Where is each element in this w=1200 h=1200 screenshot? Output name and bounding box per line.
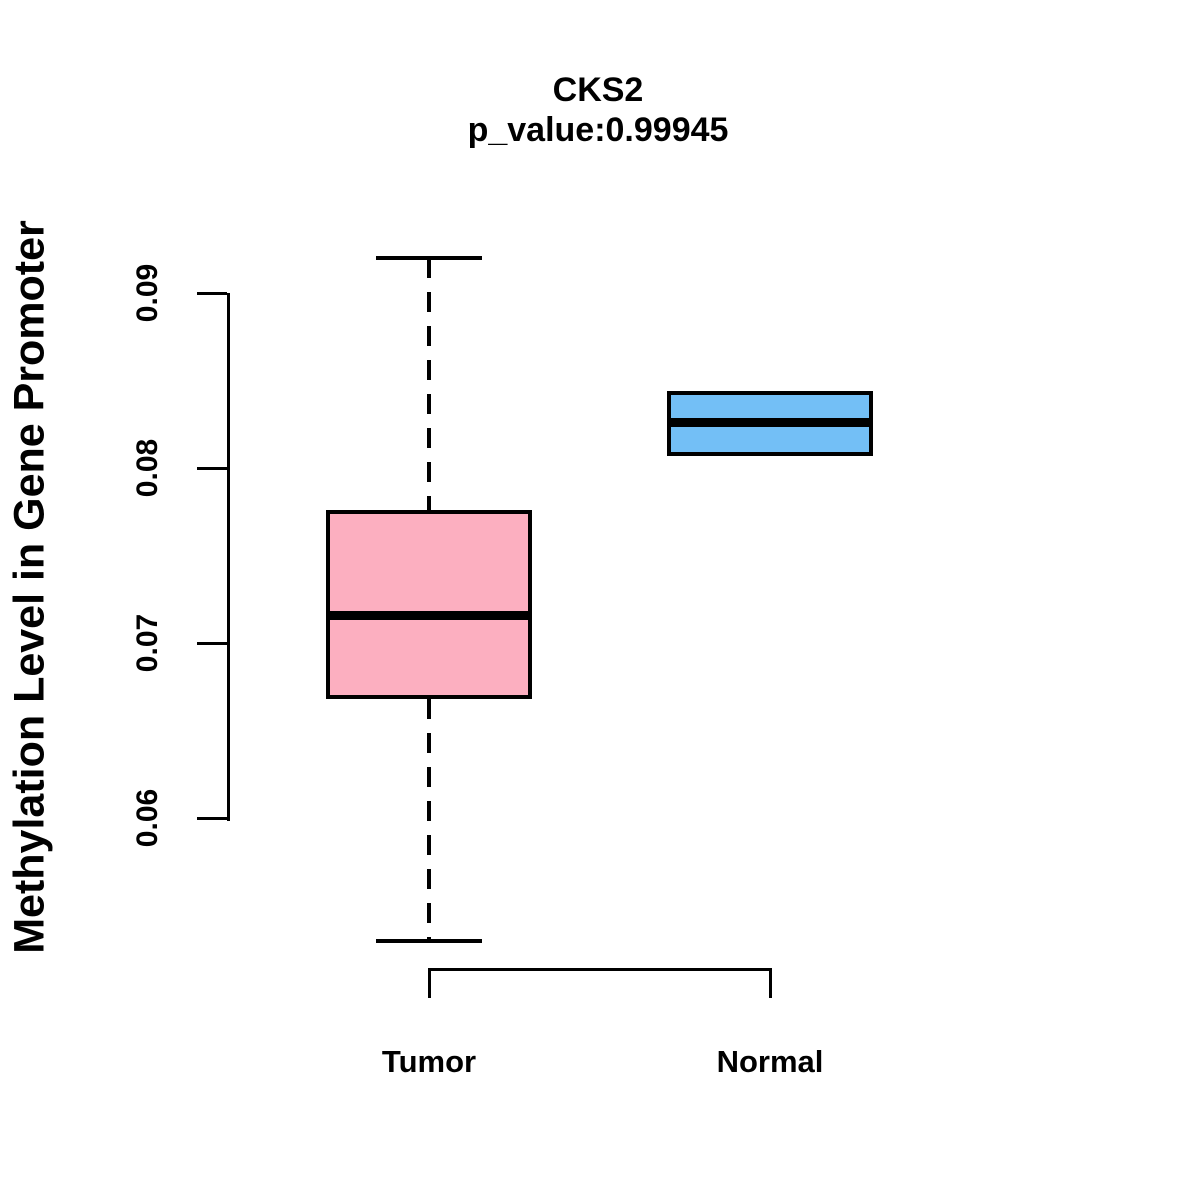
y-axis-tick [197,466,227,470]
x-category-label-tumor: Tumor [381,1044,477,1079]
x-category-label-normal: Normal [716,1044,824,1079]
y-axis-tick [197,291,227,295]
y-tick-label: 0.08 [131,438,164,498]
y-axis-tick [197,641,227,645]
median-line-normal [667,418,873,427]
y-axis-line [227,293,230,821]
y-tick-label: 0.09 [131,263,164,323]
y-axis-tick [197,816,227,820]
box-tumor [326,510,532,699]
median-line-tumor [326,610,532,620]
chart-subtitle: p_value:0.99945 [467,111,729,149]
x-axis-tick-right [769,968,772,998]
x-axis-line [428,968,772,971]
x-axis-tick-left [428,968,431,998]
y-tick-label: 0.06 [131,788,164,848]
whisker-cap-upper-tumor [376,256,482,260]
chart-title: CKS2 [552,71,644,109]
whisker-lower-tumor [427,699,431,941]
chart-title-block: CKS2 p_value:0.99945 [230,70,966,150]
whisker-upper-tumor [427,258,431,510]
whisker-cap-lower-tumor [376,938,482,943]
y-tick-label: 0.07 [131,613,164,673]
